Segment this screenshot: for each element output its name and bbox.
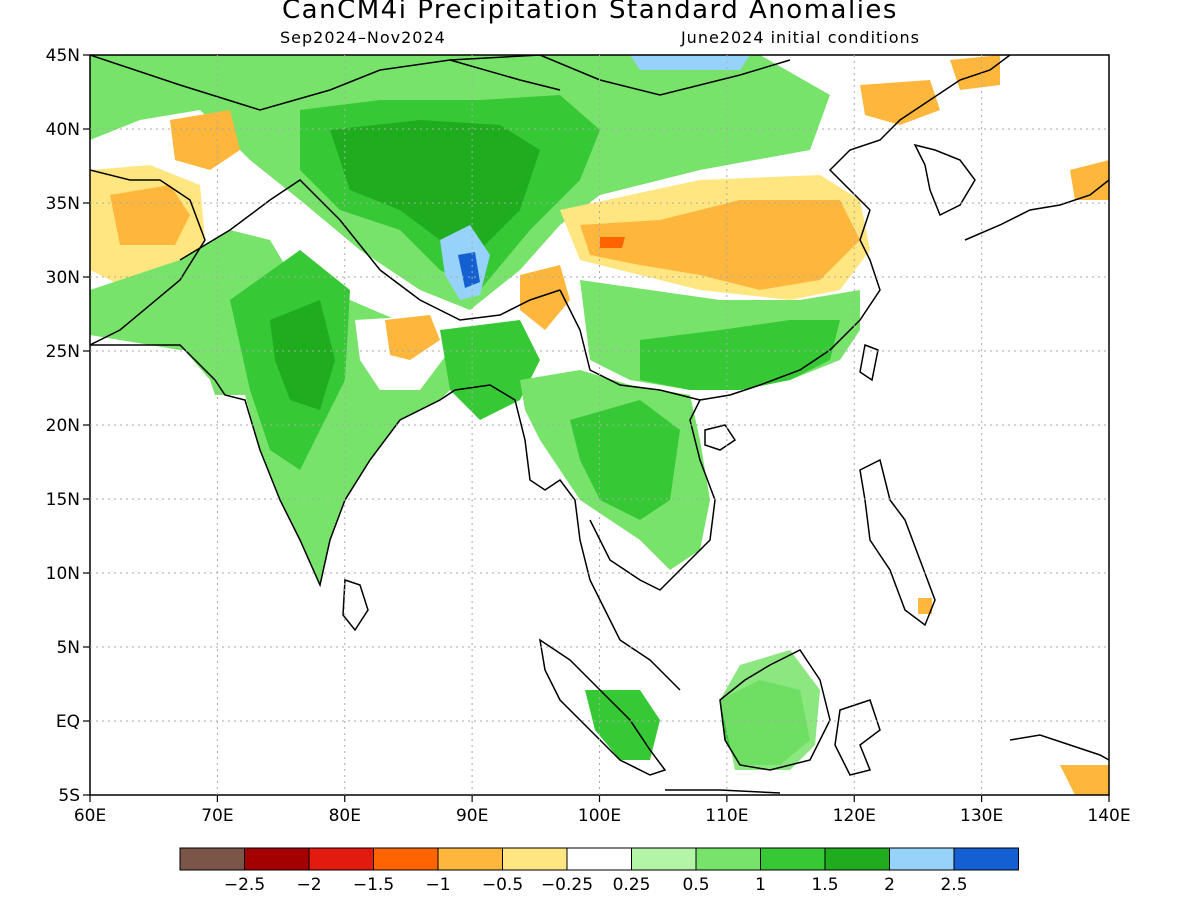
colorbar: −2.5 −2 −1.5 −1 −0.5 −0.25 0.25 0.5 1 1.5 2 2.5 <box>179 847 1019 895</box>
lon-label: 120E <box>833 806 876 826</box>
anomaly-region-bangladesh <box>440 320 540 420</box>
coastline-japan <box>964 179 1109 241</box>
colorbar-label: −0.25 <box>541 875 593 895</box>
coastline-taiwan <box>859 343 879 382</box>
anomaly-region-mongolia-blue <box>630 55 750 70</box>
anomaly-field <box>90 55 1109 795</box>
anomaly-region-korea-orange <box>860 80 940 125</box>
colorbar-swatch <box>179 847 245 871</box>
lat-label: 20N <box>46 416 80 436</box>
anomaly-region-east-china-red <box>600 237 625 248</box>
anomaly-region-newguinea-orange <box>1060 765 1109 795</box>
colorbar-label: 1.5 <box>811 875 838 895</box>
lon-label: 100E <box>578 806 621 826</box>
anomaly-region-manchuria-orange <box>950 55 1000 90</box>
lat-label: 10N <box>46 564 80 584</box>
lat-label: 15N <box>46 490 80 510</box>
border-iran <box>90 169 206 346</box>
coastline-north-china <box>828 55 1011 211</box>
anomaly-region-afghan <box>170 110 240 170</box>
colorbar-label: −2.5 <box>224 875 265 895</box>
coastline-indochina <box>589 399 716 591</box>
lon-label: 70E <box>201 806 233 826</box>
coastlines <box>90 55 1109 794</box>
colorbar-label: 2 <box>884 875 895 895</box>
coastline-india <box>90 344 456 588</box>
anomaly-region-indochina-core <box>570 400 680 520</box>
border-china-southeast <box>559 289 701 401</box>
lat-label: 5N <box>56 638 80 658</box>
colorbar-label: 1 <box>755 875 766 895</box>
colorbar-label: −2 <box>296 875 321 895</box>
anomaly-region-myanmar-orange <box>520 265 570 330</box>
lat-label: 35N <box>46 194 80 214</box>
colorbar-swatch <box>631 847 697 871</box>
colorbar-label: 0.25 <box>613 875 651 895</box>
anomaly-region-sumatra <box>585 690 660 760</box>
map-title: CanCM4i Precipitation Standard Anomalies <box>282 0 898 25</box>
graticule <box>90 55 1109 795</box>
lat-label: 45N <box>46 46 80 66</box>
coastline-borneo <box>719 649 831 771</box>
lon-label: 80E <box>329 806 361 826</box>
lat-label: 5S <box>58 786 80 806</box>
lon-label: 60E <box>74 806 106 826</box>
anomaly-region-ganges-orange <box>385 315 440 360</box>
coastline-sri-lanka <box>342 578 369 632</box>
lat-label: 25N <box>46 342 80 362</box>
coastline-hainan <box>704 424 737 451</box>
anomaly-region-iran-core <box>110 185 190 245</box>
colorbar-swatch <box>695 847 761 871</box>
lon-label: 140E <box>1087 806 1130 826</box>
colorbar-swatch <box>824 847 890 871</box>
lat-label: 40N <box>46 120 80 140</box>
coastline-south-china <box>699 209 881 401</box>
border-mongolia <box>449 59 561 91</box>
colorbar-swatch <box>373 847 439 871</box>
colorbar-swatch <box>244 847 310 871</box>
colorbar-swatch <box>889 847 955 871</box>
lat-label: 30N <box>46 268 80 288</box>
coastline-sulawesi <box>834 699 881 776</box>
axis-ticks: 60E 70E 80E 90E 100E 110E 120E 130E 140E 45N 40N 35… <box>46 46 1131 826</box>
colorbar-label: −1.5 <box>353 875 394 895</box>
coastline-korea <box>913 143 976 217</box>
lat-label: EQ <box>56 712 80 732</box>
anomaly-region-south-china-core <box>640 320 840 390</box>
anomaly-region-borneo-outer <box>720 650 820 770</box>
coastline-philippines <box>859 458 936 627</box>
anomaly-region-east-china-core <box>580 200 860 290</box>
colorbar-swatch <box>437 847 503 871</box>
anomaly-region-philippines-orange <box>918 598 932 614</box>
colorbar-swatch <box>566 847 632 871</box>
colorbar-swatch <box>502 847 568 871</box>
colorbar-label: 0.5 <box>682 875 709 895</box>
border-himalaya <box>179 179 561 321</box>
colorbar-label: −0.5 <box>482 875 523 895</box>
anomaly-region-india-strong <box>270 300 335 410</box>
colorbar-swatch <box>953 847 1019 871</box>
coastline-bay-of-bengal <box>454 384 681 691</box>
colorbar-swatch <box>760 847 826 871</box>
anomaly-region-tibet-darkblue <box>458 252 480 288</box>
coastline-java <box>665 789 781 794</box>
lon-label: 110E <box>705 806 748 826</box>
colorbar-label: 2.5 <box>940 875 967 895</box>
lon-label: 90E <box>456 806 488 826</box>
anomaly-region-japan-orange <box>1070 160 1109 200</box>
coastline-new-guinea <box>1009 734 1109 761</box>
initial-conditions: June2024 initial conditions <box>680 28 920 47</box>
lon-label: 130E <box>960 806 1003 826</box>
colorbar-label: −1 <box>425 875 450 895</box>
forecast-period: Sep2024–Nov2024 <box>280 28 446 47</box>
colorbar-swatch <box>308 847 374 871</box>
coastline-sumatra <box>538 638 667 776</box>
anomaly-region-tibet-strong <box>330 120 540 250</box>
